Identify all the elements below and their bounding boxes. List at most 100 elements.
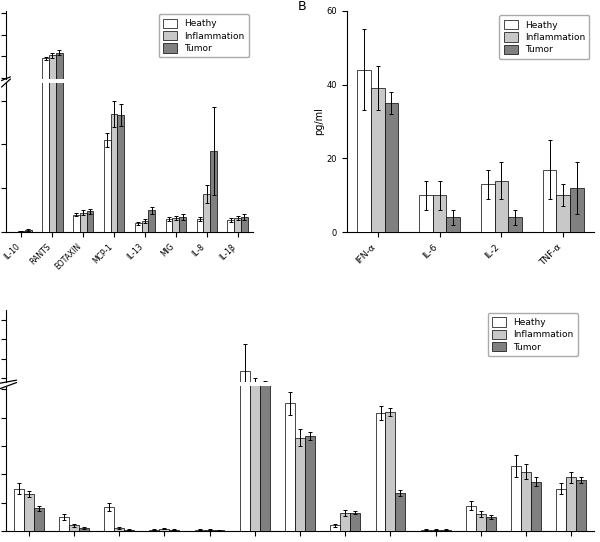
Bar <box>14 442 23 456</box>
Bar <box>521 472 531 531</box>
Bar <box>210 151 217 233</box>
Bar <box>79 528 89 531</box>
Bar <box>331 454 340 456</box>
Bar <box>486 451 496 456</box>
Bar <box>577 439 586 456</box>
Bar <box>14 488 23 531</box>
Bar <box>260 386 269 456</box>
Bar <box>446 217 460 233</box>
Bar <box>250 386 260 456</box>
Bar <box>56 53 62 99</box>
Bar <box>135 223 142 233</box>
Bar <box>205 530 215 531</box>
Bar <box>486 517 496 531</box>
Bar <box>481 184 494 233</box>
Bar <box>118 97 124 99</box>
Bar <box>511 466 521 531</box>
Bar <box>531 481 541 531</box>
Bar <box>331 526 340 531</box>
Bar <box>385 412 395 531</box>
Bar <box>241 217 248 233</box>
Bar <box>197 219 203 233</box>
Bar <box>104 448 114 456</box>
Bar <box>23 444 34 456</box>
Bar <box>543 170 556 233</box>
Bar <box>110 114 118 233</box>
Bar <box>421 530 431 531</box>
Bar <box>194 530 205 531</box>
Bar <box>466 448 476 456</box>
Bar <box>210 98 217 99</box>
Bar <box>295 437 305 531</box>
Bar <box>104 98 110 99</box>
Bar <box>203 194 210 233</box>
Bar <box>42 0 49 233</box>
Bar <box>285 403 295 531</box>
Bar <box>80 212 86 233</box>
Bar <box>49 0 56 233</box>
Bar <box>476 450 486 456</box>
Bar <box>69 454 79 456</box>
Legend: Heathy, Inflammation, Tumor: Heathy, Inflammation, Tumor <box>499 15 589 59</box>
Bar <box>511 434 521 456</box>
Bar <box>350 513 360 531</box>
Bar <box>124 530 134 531</box>
Bar <box>86 211 94 233</box>
Bar <box>340 513 350 531</box>
Bar <box>285 412 295 456</box>
Bar <box>104 507 114 531</box>
Bar <box>34 508 44 531</box>
Bar <box>18 231 25 233</box>
Bar <box>476 514 486 531</box>
Bar <box>385 415 395 456</box>
Y-axis label: pg/ml: pg/ml <box>314 108 324 136</box>
Bar <box>556 195 570 233</box>
Bar <box>350 450 360 456</box>
Bar <box>521 436 531 456</box>
Bar <box>260 327 269 531</box>
Bar <box>59 517 69 531</box>
Bar <box>59 451 69 456</box>
Bar <box>566 478 577 531</box>
Bar <box>148 210 155 233</box>
Bar <box>118 115 124 233</box>
Bar <box>305 436 315 531</box>
Text: B: B <box>298 0 306 13</box>
Bar <box>169 530 179 531</box>
Bar <box>556 488 566 531</box>
Bar <box>419 195 433 233</box>
Bar <box>42 59 49 99</box>
Bar <box>69 526 79 531</box>
Bar <box>305 424 315 456</box>
Bar <box>376 416 385 456</box>
Bar <box>531 440 541 456</box>
Bar <box>142 221 148 233</box>
Bar <box>56 0 62 233</box>
Bar <box>34 449 44 456</box>
Bar <box>440 530 451 531</box>
Bar <box>234 218 241 233</box>
Bar <box>371 88 385 233</box>
Bar <box>149 530 160 531</box>
Bar <box>114 455 124 456</box>
Legend: Heathy, Inflammation, Tumor: Heathy, Inflammation, Tumor <box>488 313 578 356</box>
Bar <box>166 219 172 233</box>
Bar <box>466 506 476 531</box>
Bar <box>240 371 250 456</box>
Bar <box>433 195 446 233</box>
Bar <box>556 442 566 456</box>
Bar <box>340 450 350 456</box>
Bar <box>23 494 34 531</box>
Bar <box>172 218 179 233</box>
Legend: Heathy, Inflammation, Tumor: Heathy, Inflammation, Tumor <box>158 14 248 57</box>
Bar <box>566 438 577 456</box>
Bar <box>179 217 186 233</box>
Bar <box>494 180 508 233</box>
Bar <box>508 217 522 233</box>
Bar <box>110 97 118 99</box>
Bar <box>25 230 32 233</box>
Bar <box>160 529 169 531</box>
Bar <box>395 443 406 456</box>
Bar <box>376 414 385 531</box>
Bar <box>215 530 224 531</box>
